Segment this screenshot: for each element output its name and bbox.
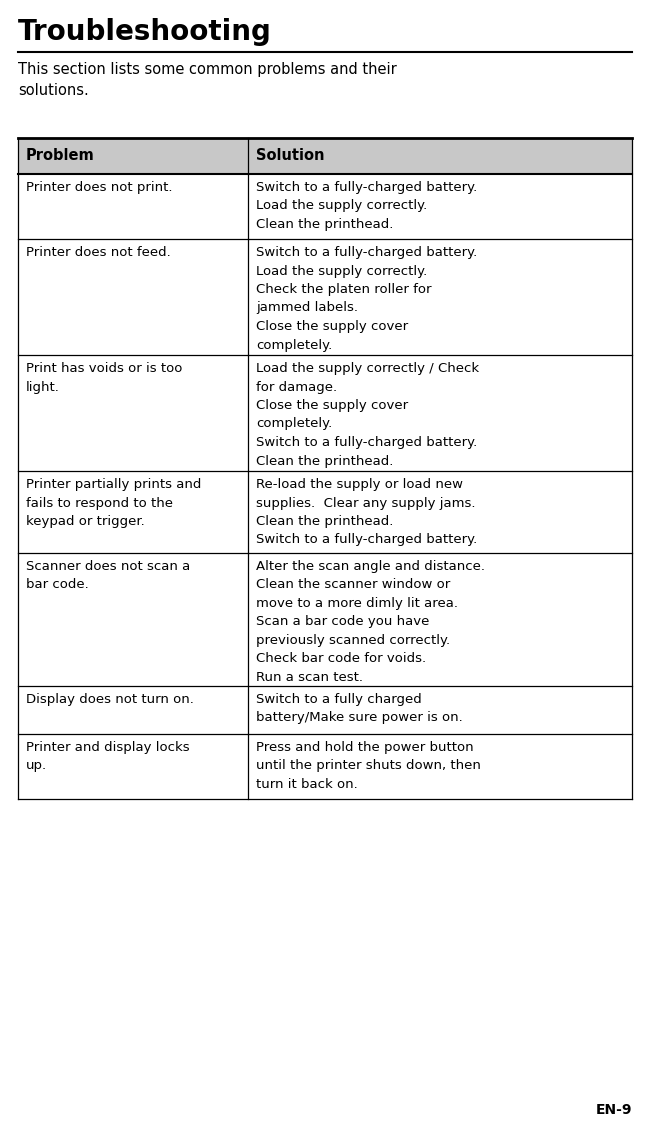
Text: Print has voids or is too
light.: Print has voids or is too light. <box>26 363 183 393</box>
Bar <box>18 138 632 174</box>
Text: EN-9: EN-9 <box>595 1104 632 1117</box>
Text: Switch to a fully charged
battery/Make sure power is on.: Switch to a fully charged battery/Make s… <box>256 693 463 724</box>
Text: Solution: Solution <box>256 148 324 163</box>
Text: Scanner does not scan a
bar code.: Scanner does not scan a bar code. <box>26 560 190 591</box>
Text: Printer and display locks
up.: Printer and display locks up. <box>26 741 190 773</box>
Text: Problem: Problem <box>26 148 95 163</box>
Text: Printer does not feed.: Printer does not feed. <box>26 246 171 259</box>
Text: Re-load the supply or load new
supplies.  Clear any supply jams.
Clean the print: Re-load the supply or load new supplies.… <box>256 478 477 546</box>
Text: Load the supply correctly / Check
for damage.
Close the supply cover
completely.: Load the supply correctly / Check for da… <box>256 363 479 468</box>
Text: Printer does not print.: Printer does not print. <box>26 181 172 194</box>
Text: Printer partially prints and
fails to respond to the
keypad or trigger.: Printer partially prints and fails to re… <box>26 478 202 528</box>
Text: Switch to a fully-charged battery.
Load the supply correctly.
Check the platen r: Switch to a fully-charged battery. Load … <box>256 246 477 351</box>
Text: Switch to a fully-charged battery.
Load the supply correctly.
Clean the printhea: Switch to a fully-charged battery. Load … <box>256 181 477 231</box>
Text: Display does not turn on.: Display does not turn on. <box>26 693 194 706</box>
Text: Alter the scan angle and distance.
Clean the scanner window or
move to a more di: Alter the scan angle and distance. Clean… <box>256 560 485 684</box>
Text: Press and hold the power button
until the printer shuts down, then
turn it back : Press and hold the power button until th… <box>256 741 481 791</box>
Text: This section lists some common problems and their
solutions.: This section lists some common problems … <box>18 62 396 97</box>
Text: Troubleshooting: Troubleshooting <box>18 18 272 46</box>
